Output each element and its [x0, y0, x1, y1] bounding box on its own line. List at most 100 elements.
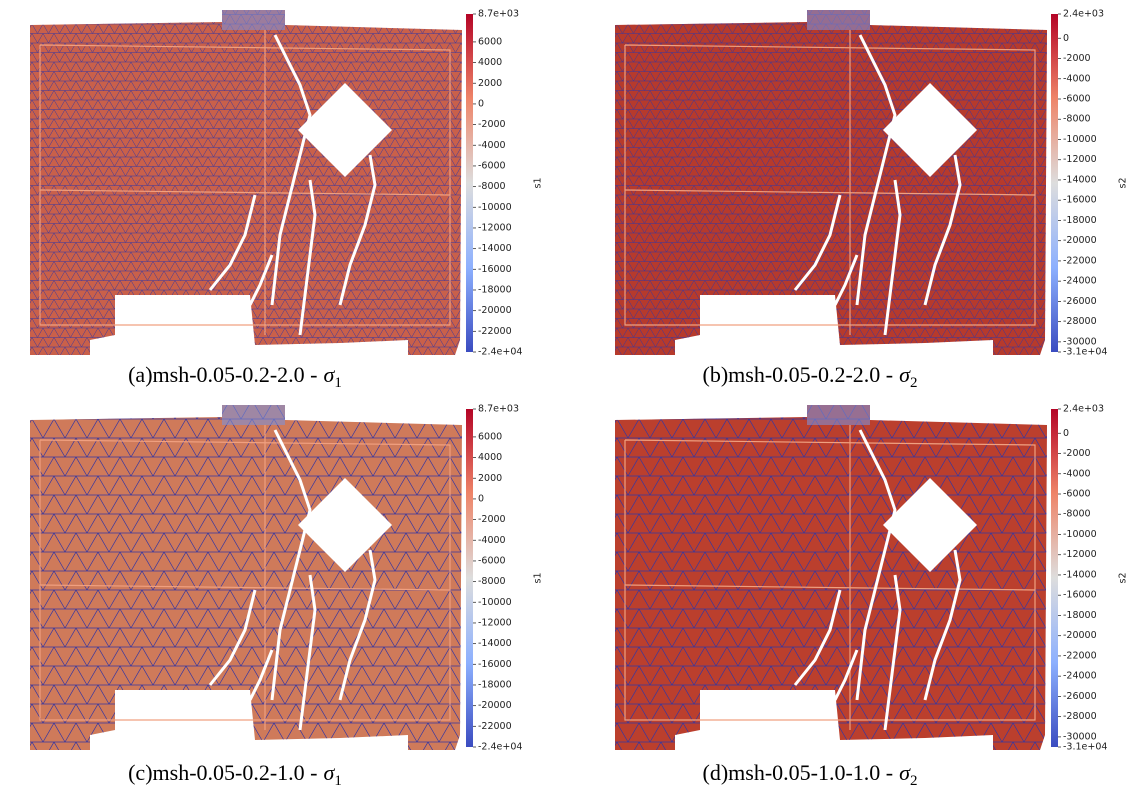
loading-plate	[222, 405, 285, 425]
colorbar-tick-label: -6000	[1063, 489, 1091, 500]
opening	[298, 478, 392, 572]
colorbar-tick-label: -4000	[478, 535, 506, 546]
colorbar-tick-label: -2000	[1063, 448, 1091, 459]
colorbar-tick-label: -8000	[1063, 509, 1091, 520]
crack	[855, 429, 897, 701]
colorbar-tick-label: -4000	[1063, 73, 1091, 84]
crack	[248, 649, 274, 701]
mesh	[30, 10, 462, 355]
crack	[208, 194, 257, 291]
colorbar-tick-label: -18000	[478, 679, 512, 690]
colorbar-tick-label: 8.7e+03	[478, 9, 519, 20]
colorbar-tick-label: -26000	[1063, 296, 1097, 307]
colorbar-tick-label: -14000	[478, 243, 512, 254]
caption-tag: (b)	[703, 362, 729, 387]
colorbar-tick-label: -10000	[1063, 529, 1097, 540]
colorbar-tick-label: -4000	[1063, 468, 1091, 479]
colorbar-tick-label: -20000	[1063, 630, 1097, 641]
colorbar-tick-label: -2.4e+04	[478, 347, 522, 358]
caption-symbol: σ	[899, 362, 911, 387]
opening	[298, 83, 392, 177]
colorbar-tick-label: -20000	[1063, 235, 1097, 246]
caption-subscript: 2	[910, 773, 918, 789]
crack	[338, 154, 377, 306]
caption-symbol: σ	[324, 362, 336, 387]
loading-plate	[222, 10, 285, 30]
crack	[883, 574, 902, 731]
caption-symbol: σ	[324, 760, 336, 785]
crack	[833, 649, 859, 701]
crack	[270, 429, 312, 701]
colorbar-tick-label: -2000	[1063, 53, 1091, 64]
colorbar	[466, 409, 473, 747]
panel: 8.7e+03 6000 4000 2000 0 -2000 -4000 -6000 -8000…	[30, 404, 544, 753]
colorbar-tick-label: -12000	[1063, 549, 1097, 560]
caption-name: msh-0.05-0.2-1.0 -	[153, 760, 318, 785]
crack	[208, 589, 257, 686]
colorbar-tick-label: -28000	[1063, 316, 1097, 327]
colorbar-tick-label: -16000	[1063, 195, 1097, 206]
colorbar-tick-label: -14000	[1063, 174, 1097, 185]
colorbar	[1051, 14, 1058, 352]
colorbar	[1051, 409, 1058, 747]
caption-name: msh-0.05-0.2-2.0 -	[153, 362, 318, 387]
colorbar-label: s1	[533, 178, 544, 189]
colorbar-label: s2	[1118, 178, 1129, 189]
crack	[338, 549, 377, 701]
colorbar-tick-label: -12000	[1063, 154, 1097, 165]
colorbar-tick-label: -8000	[478, 576, 506, 587]
colorbar-tick-label: -10000	[478, 202, 512, 213]
colorbar-tick-label: 2.4e+03	[1063, 9, 1104, 20]
crack	[298, 574, 317, 731]
crack	[855, 34, 897, 306]
rebar	[39, 189, 451, 196]
colorbar-tick-label: 0	[1063, 428, 1069, 439]
colorbar-tick-label: -8000	[1063, 114, 1091, 125]
colorbar-tick-label: 4000	[478, 57, 502, 68]
colorbar-tick-label: 0	[1063, 33, 1069, 44]
caption-subscript: 1	[334, 773, 342, 789]
caption: (d)msh-0.05-1.0-1.0 - σ2	[703, 760, 918, 789]
colorbar-label: s2	[1118, 573, 1129, 584]
colorbar-tick-label: -12000	[478, 222, 512, 233]
crack	[298, 179, 317, 336]
colorbar-tick-label: -26000	[1063, 691, 1097, 702]
colorbar-tick-label: -16000	[478, 659, 512, 670]
rebar	[624, 189, 1036, 196]
rebar	[39, 44, 451, 326]
caption-name: msh-0.05-1.0-1.0 -	[728, 760, 893, 785]
caption-tag: (c)	[128, 760, 152, 785]
panel: 8.7e+03 6000 4000 2000 0 -2000 -4000 -6000 -8000…	[30, 9, 544, 358]
mesh	[615, 10, 1047, 355]
crack	[923, 549, 962, 701]
loading-plate	[807, 405, 870, 425]
panel: 2.4e+03 0 -2000 -4000 -6000 -8000 -10000 -12000…	[615, 404, 1129, 753]
caption: (a)msh-0.05-0.2-2.0 - σ1	[128, 362, 342, 391]
colorbar-tick-label: -22000	[478, 326, 512, 337]
caption-subscript: 2	[910, 375, 918, 391]
crack	[248, 254, 274, 306]
colorbar-tick-label: -18000	[1063, 610, 1097, 621]
colorbar-tick-label: -18000	[478, 284, 512, 295]
crack	[833, 254, 859, 306]
colorbar-tick-label: 2000	[478, 473, 502, 484]
caption-tag: (d)	[703, 760, 729, 785]
rebar	[624, 584, 1036, 591]
rebar	[39, 584, 451, 591]
colorbar-tick-label: -12000	[478, 617, 512, 628]
colorbar-tick-label: 6000	[478, 36, 502, 47]
colorbar-tick-label: 8.7e+03	[478, 404, 519, 415]
colorbar-tick-label: -20000	[478, 305, 512, 316]
colorbar-tick-label: 0	[478, 98, 484, 109]
colorbar-tick-label: -6000	[478, 160, 506, 171]
colorbar-tick-label: -3.1e+04	[1063, 347, 1107, 358]
rebar	[624, 44, 1036, 326]
colorbar-tick-label: -22000	[1063, 255, 1097, 266]
colorbar-tick-label: -10000	[478, 597, 512, 608]
caption: (b)msh-0.05-0.2-2.0 - σ2	[703, 362, 918, 391]
colorbar-tick-label: -10000	[1063, 134, 1097, 145]
colorbar-tick-label: 4000	[478, 452, 502, 463]
opening	[883, 478, 977, 572]
colorbar-tick-label: -3.1e+04	[1063, 742, 1107, 753]
